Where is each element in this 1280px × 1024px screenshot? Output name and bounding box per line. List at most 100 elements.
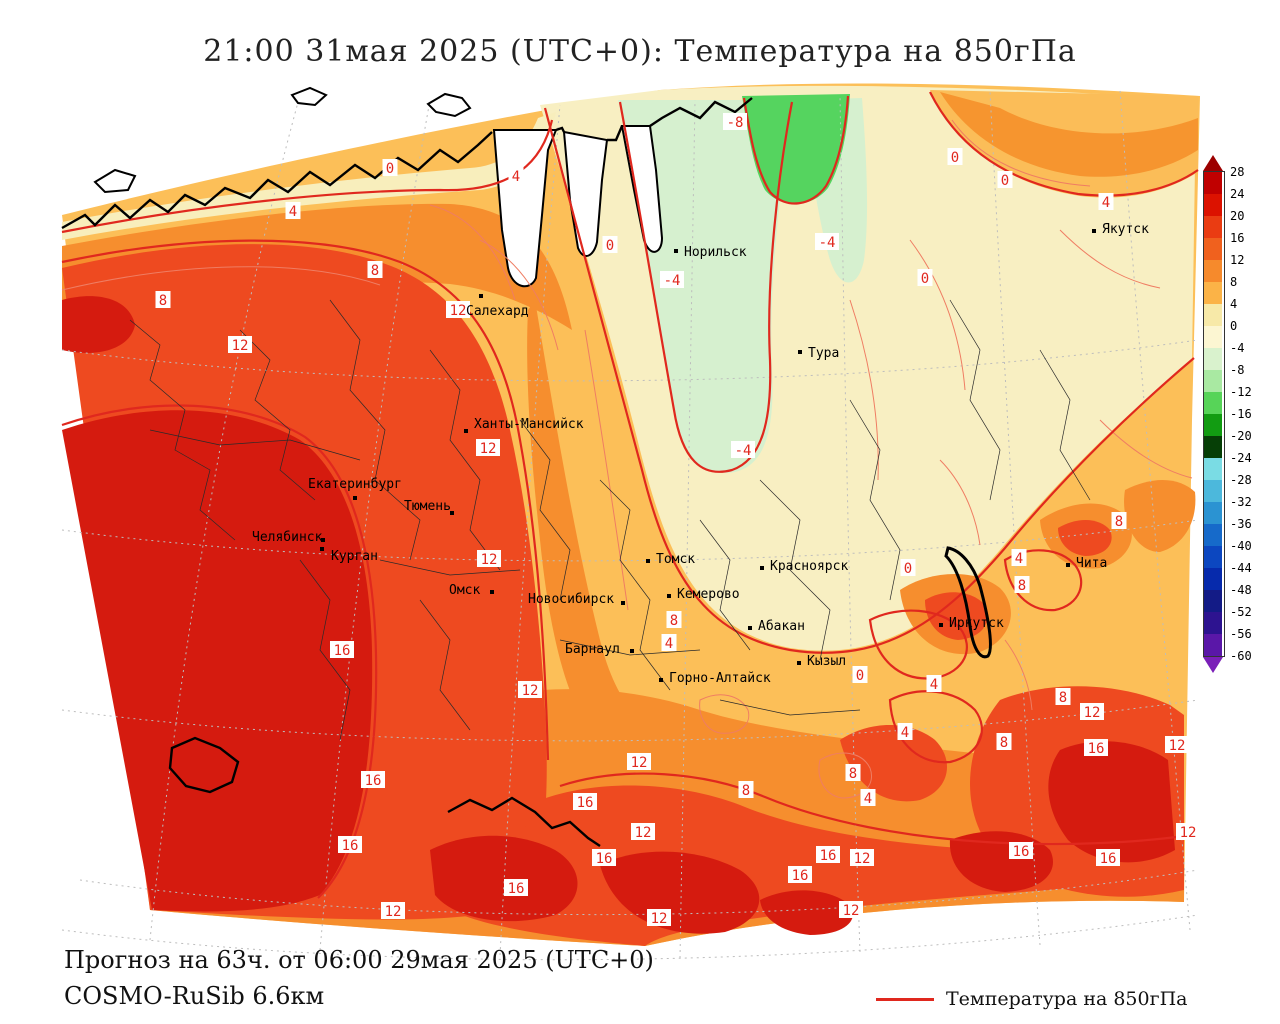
colorbar-segment <box>1204 370 1222 392</box>
isotherm-label-box <box>627 753 651 770</box>
isotherm-label-box <box>476 439 500 456</box>
isotherm-label: 16 <box>334 643 351 659</box>
city-label: Тюмень <box>404 499 451 514</box>
colorbar-segment <box>1204 436 1222 458</box>
admin-boundaries <box>129 299 1091 741</box>
city-marker <box>321 538 325 542</box>
colorbar-tick-label: -28 <box>1230 473 1252 487</box>
colorbar-tick-label: -4 <box>1230 341 1245 355</box>
isotherm-label-box <box>661 634 677 651</box>
city-label: Челябинск <box>252 530 323 545</box>
isotherm-label-box <box>852 666 868 683</box>
isotherm-label: 12 <box>385 904 402 920</box>
legend: Температура на 850гПа <box>876 988 1187 1010</box>
colorbar-tick-label: -36 <box>1230 517 1252 531</box>
colorbar-segment <box>1204 304 1222 326</box>
isotherm-label-box <box>338 836 362 853</box>
colorbar-tick-label: -40 <box>1230 539 1252 553</box>
coastline <box>61 97 992 847</box>
isotherm-label-box <box>602 236 618 253</box>
city-marker <box>630 649 634 653</box>
isotherm-label-box <box>1098 193 1114 210</box>
lake-outline <box>168 736 240 794</box>
colorbar-tick-label: 8 <box>1230 275 1238 289</box>
isotherm-label-box <box>839 901 863 918</box>
isotherm-label-box <box>996 733 1012 750</box>
colorbar-tick-label: 16 <box>1230 231 1245 245</box>
isotherm-label-box <box>647 909 671 926</box>
city-label: Абакан <box>758 619 805 634</box>
thin-isotherms <box>61 119 1193 799</box>
isotherm-label-box <box>361 771 385 788</box>
isotherm-label: 12 <box>854 851 871 867</box>
isotherm-label-box <box>518 681 542 698</box>
isotherm-label: 4 <box>1015 551 1023 567</box>
colorbar-segment <box>1204 634 1222 656</box>
isotherm-label-box <box>815 233 839 250</box>
isotherm-label-box <box>285 202 301 219</box>
isotherm-label: 12 <box>232 338 249 354</box>
isotherm-label-box <box>738 781 754 798</box>
isotherm-label-box <box>1096 849 1120 866</box>
isotherm-label-box <box>900 559 916 576</box>
colorbar-segment <box>1204 612 1222 634</box>
city-label: Новосибирск <box>528 592 614 607</box>
city-marker <box>674 249 678 253</box>
city-marker <box>1066 563 1070 567</box>
colorbar-segment <box>1204 282 1222 304</box>
city-label: Тура <box>808 346 839 361</box>
isotherm-label-box <box>446 301 470 318</box>
isotherm-label: 16 <box>508 881 525 897</box>
city-label: Курган <box>331 549 378 564</box>
isotherm-label-box <box>947 148 963 165</box>
isotherm-label-box <box>816 846 840 863</box>
city-label: Барнаул <box>565 642 620 657</box>
isotherm-label-box <box>897 723 913 740</box>
city-label: Томск <box>656 552 695 567</box>
city-label: Екатеринбург <box>308 477 402 492</box>
isotherm-label: 16 <box>342 838 359 854</box>
isotherm-label: -8 <box>727 115 744 131</box>
colorbar-tick-label: -20 <box>1230 429 1252 443</box>
city-marker <box>479 294 483 298</box>
isotherm-label: 8 <box>159 293 167 309</box>
isotherm-label: 0 <box>1001 173 1009 189</box>
colorbar-segment <box>1204 216 1222 238</box>
lake-baikal <box>944 546 992 659</box>
colorbar-tick-label: -48 <box>1230 583 1252 597</box>
colorbar-tick-label: -12 <box>1230 385 1252 399</box>
colorbar-tick-label: -32 <box>1230 495 1252 509</box>
isotherm-label: 12 <box>635 825 652 841</box>
colorbar-segment <box>1204 458 1222 480</box>
sea-areas <box>93 86 664 288</box>
colorbar-segment <box>1204 502 1222 524</box>
city-label: Чита <box>1076 556 1107 571</box>
isotherm-label: 12 <box>1084 705 1101 721</box>
city-marker <box>659 678 663 682</box>
isotherm-label-box <box>1014 576 1030 593</box>
city-label: Омск <box>449 583 480 598</box>
isotherm-label: 12 <box>522 683 539 699</box>
city-label: Кызыл <box>807 654 846 669</box>
isotherm-label: 0 <box>921 271 929 287</box>
isotherm-label-box <box>330 641 354 658</box>
isotherm-label-box <box>1165 736 1189 753</box>
city-marker <box>450 511 454 515</box>
isotherm-label: 4 <box>930 677 938 693</box>
isotherm-label-box <box>1055 688 1071 705</box>
colorbar-segments <box>1203 171 1225 657</box>
isotherm-label-box <box>1111 512 1127 529</box>
colorbar-segment <box>1204 590 1222 612</box>
isotherm-label: 12 <box>651 911 668 927</box>
isotherm-label: 12 <box>480 441 497 457</box>
isotherm-label: 8 <box>1059 690 1067 706</box>
isotherm-label: 8 <box>849 766 857 782</box>
colorbar-tick-label: -52 <box>1230 605 1252 619</box>
isotherm-label: 12 <box>1169 738 1186 754</box>
colorbar-arrow-bottom <box>1203 657 1223 673</box>
isotherm-label-box <box>508 167 524 184</box>
city-marker <box>797 661 801 665</box>
isotherm-label: 0 <box>951 150 959 166</box>
